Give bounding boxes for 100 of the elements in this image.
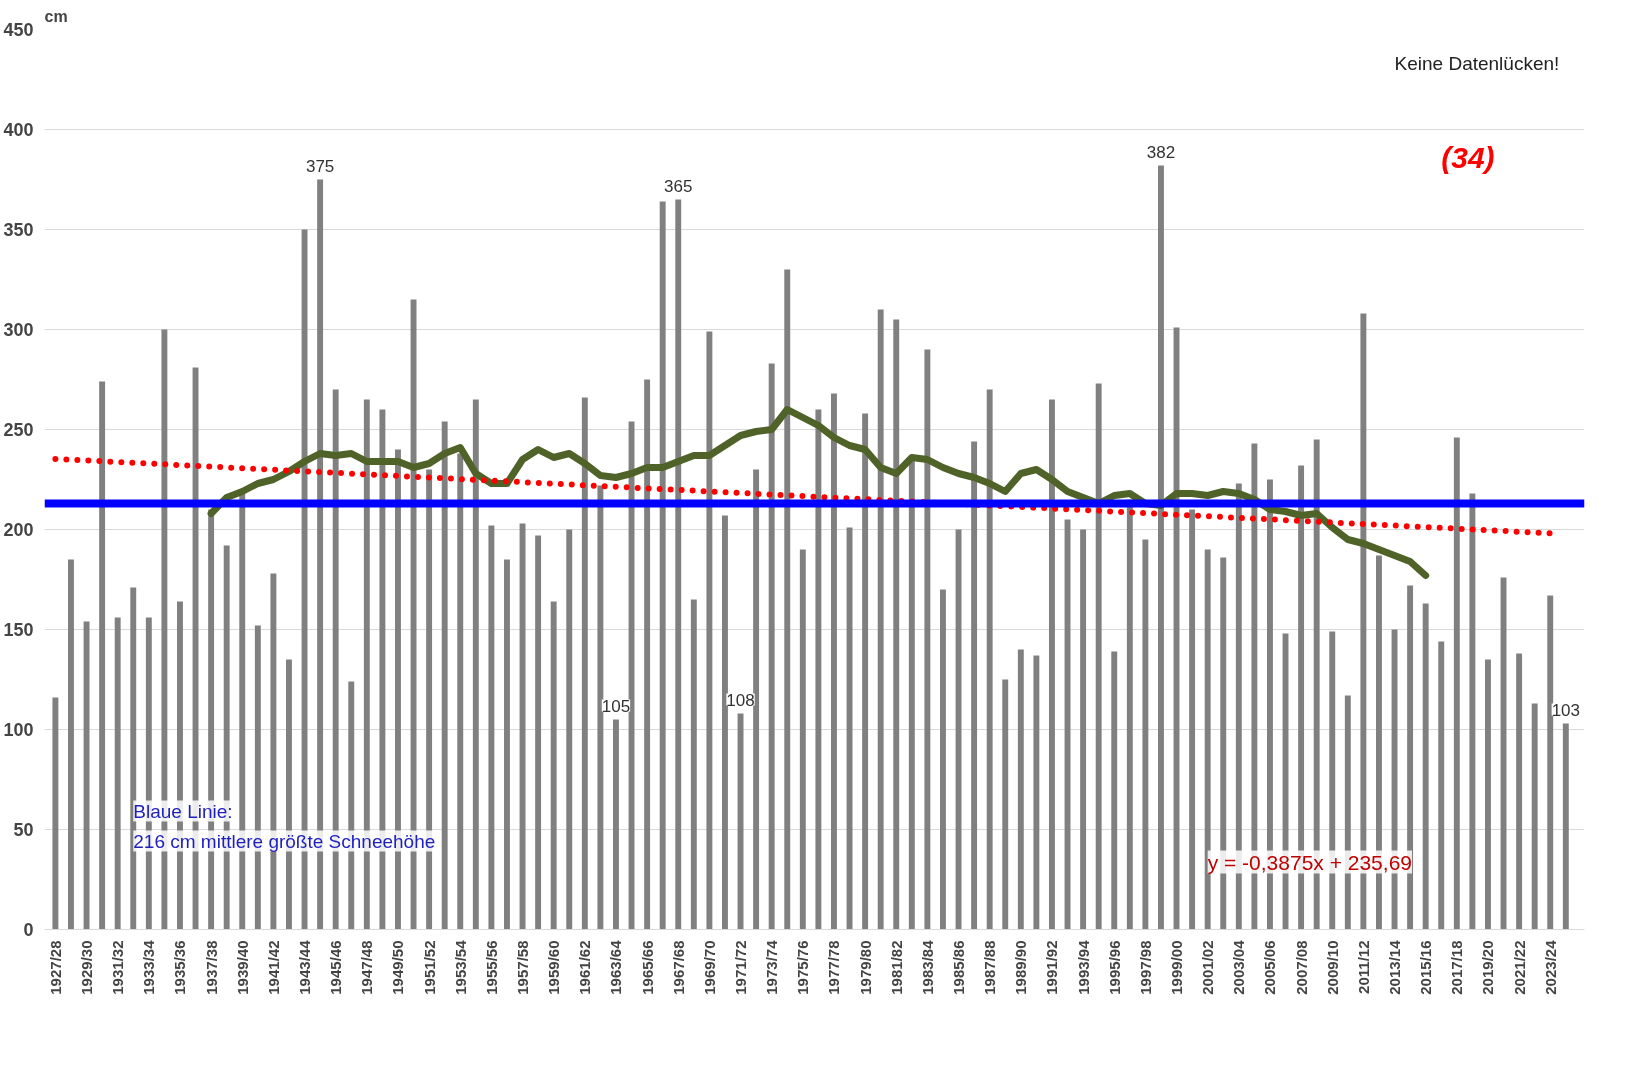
bar — [986, 389, 993, 930]
x-tick-label: 2001/02 — [1199, 940, 1217, 995]
bar — [457, 453, 464, 930]
x-tick-label: 1947/48 — [358, 940, 376, 995]
data-label: 365 — [664, 176, 693, 196]
bar — [550, 601, 557, 930]
annotation: Keine Datenlücken! — [1394, 52, 1560, 74]
bar — [784, 269, 791, 930]
x-tick-label: 1963/64 — [607, 939, 625, 995]
bar — [1235, 483, 1242, 930]
bar — [566, 529, 573, 930]
bar — [472, 399, 479, 930]
x-tick-label: 1999/00 — [1168, 940, 1186, 995]
x-tick-label: 1937/38 — [202, 940, 220, 995]
bar — [1485, 659, 1491, 930]
bar — [815, 409, 822, 930]
y-tick-label: 150 — [3, 620, 34, 640]
x-tick-label: 1979/80 — [856, 940, 874, 995]
x-tick-label: 2023/24 — [1541, 939, 1559, 995]
bar — [1095, 383, 1102, 930]
x-tick-label: 1973/74 — [763, 939, 781, 995]
x-tick-label: 2021/22 — [1510, 940, 1528, 995]
x-tick-label: 1941/42 — [264, 940, 282, 995]
x-tick-label: 1953/54 — [451, 939, 469, 995]
data-label: 375 — [305, 156, 335, 176]
x-tick-label: 1981/82 — [887, 940, 905, 995]
bar — [581, 397, 588, 930]
bar — [1438, 641, 1445, 930]
x-tick-label: 1959/60 — [545, 940, 563, 995]
y-tick-label: 250 — [3, 420, 34, 440]
bar — [1220, 557, 1227, 930]
x-tick-label: 1933/34 — [140, 939, 158, 995]
bar — [1158, 165, 1164, 930]
annotation: (34) — [1441, 140, 1495, 174]
x-tick-label: 1967/68 — [669, 940, 687, 995]
annotation: Blaue Linie: — [133, 800, 233, 822]
x-tick-label: 1955/56 — [482, 940, 500, 995]
bar — [1547, 595, 1554, 930]
bar — [52, 697, 59, 930]
y-tick-label: 0 — [23, 920, 34, 940]
data-label: 103 — [1551, 700, 1581, 720]
bar — [893, 319, 900, 930]
bar — [1516, 653, 1523, 930]
bar — [1453, 437, 1460, 930]
bar — [99, 381, 106, 930]
x-tick-label: 2017/18 — [1448, 940, 1466, 995]
bar — [1189, 509, 1196, 930]
bar — [1017, 649, 1024, 930]
bar — [1033, 655, 1040, 930]
bar — [1562, 723, 1569, 930]
x-tick-label: 1939/40 — [233, 940, 251, 995]
data-label: 382 — [1146, 142, 1176, 162]
bar — [877, 309, 884, 930]
bar — [722, 515, 728, 930]
x-tick-label: 1935/36 — [171, 940, 189, 995]
bar — [1469, 493, 1476, 930]
data-label: 105 — [601, 696, 631, 716]
x-tick-label: 1949/50 — [389, 940, 407, 995]
bar — [597, 485, 604, 930]
x-tick-label: 1929/30 — [78, 940, 96, 995]
x-tick-label: 1991/92 — [1043, 940, 1061, 995]
y-tick-label: 400 — [3, 120, 34, 140]
y-tick-label: 50 — [13, 820, 34, 840]
bar — [659, 201, 666, 930]
x-tick-label: 1987/88 — [981, 940, 999, 995]
x-tick-label: 2019/20 — [1479, 940, 1497, 995]
bar — [114, 617, 121, 930]
x-tick-label: 2007/08 — [1292, 940, 1310, 995]
bar — [924, 349, 931, 930]
bar — [1142, 539, 1149, 930]
bar — [971, 441, 978, 930]
x-tick-label: 2003/04 — [1230, 939, 1248, 995]
x-tick-label: 2015/16 — [1417, 940, 1435, 995]
bar — [1002, 679, 1009, 930]
bar — [644, 379, 651, 930]
y-tick-label: 100 — [3, 720, 34, 740]
bar — [1111, 651, 1118, 930]
bar — [690, 599, 697, 930]
x-tick-label: 2011/12 — [1354, 940, 1372, 994]
x-tick-label: 1985/86 — [950, 940, 968, 995]
x-tick-label: 1977/78 — [825, 940, 843, 995]
bar — [1080, 529, 1087, 930]
annotation: y = -0,3875x + 235,69 — [1207, 850, 1412, 874]
bar — [1531, 703, 1538, 930]
bar — [862, 413, 869, 930]
bar — [441, 421, 448, 930]
x-tick-label: 1989/90 — [1012, 940, 1030, 995]
bar — [613, 719, 619, 930]
annotation: 216 cm mittlere größte Schneehöhe — [133, 830, 436, 852]
x-tick-label: 1993/94 — [1074, 939, 1092, 995]
bar — [706, 331, 713, 930]
x-tick-label: 1969/70 — [700, 940, 718, 995]
bar — [488, 525, 495, 930]
bar — [675, 199, 682, 930]
bar — [908, 459, 915, 930]
bar — [799, 549, 806, 930]
y-tick-label: 350 — [3, 220, 34, 240]
x-tick-label: 1945/46 — [327, 940, 345, 995]
bar — [83, 621, 90, 930]
x-tick-label: 1961/62 — [576, 940, 594, 995]
